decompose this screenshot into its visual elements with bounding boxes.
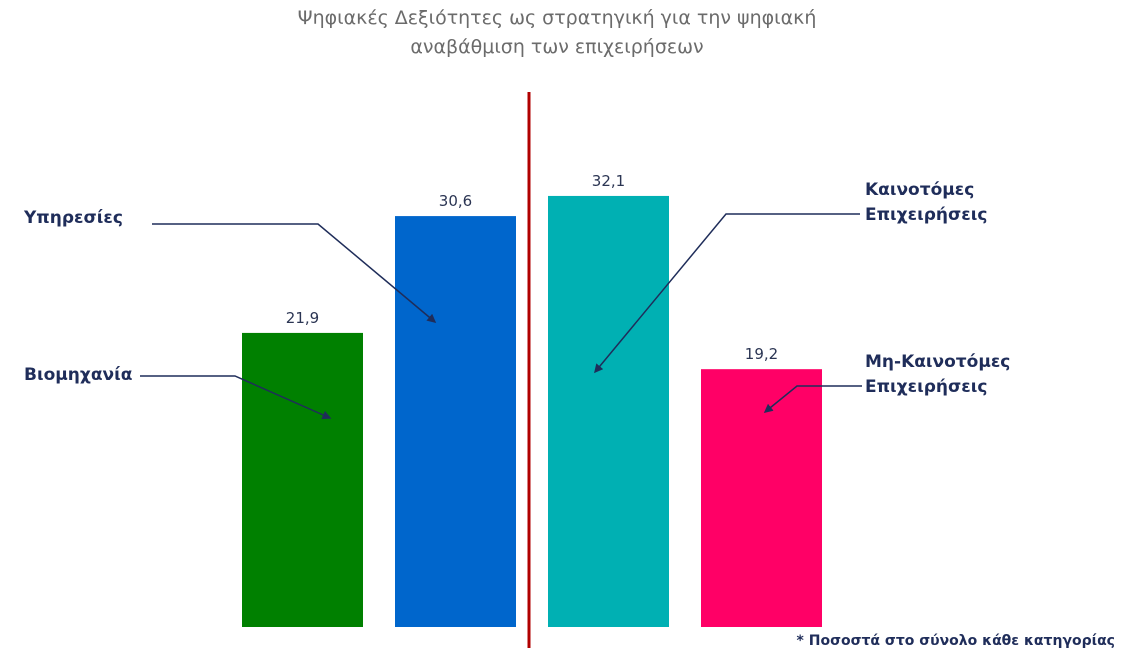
bar — [548, 195, 669, 627]
value-label: 30,6 — [438, 192, 473, 211]
category-label: Βιομηχανία — [24, 365, 133, 385]
footnote: * Ποσοστά στο σύνολο κάθε κατηγορίας — [796, 633, 1115, 649]
category-label: Υπηρεσίες — [24, 208, 123, 228]
category-label: Καινοτόμες Επιχειρήσεις — [865, 180, 988, 225]
value-label: 32,1 — [591, 171, 626, 190]
leader-line — [152, 223, 437, 323]
chart-title: Ψηφιακές Δεξιότητες ως στρατηγική για τη… — [297, 7, 817, 58]
leader-line — [594, 213, 860, 374]
leader-line — [763, 385, 862, 413]
value-label: 19,2 — [744, 345, 779, 364]
bar — [242, 332, 363, 627]
bar — [395, 216, 516, 628]
leader-line — [140, 375, 332, 420]
category-label: Μη-Καινοτόμες Επιχειρήσεις — [865, 352, 1011, 397]
bar — [701, 369, 822, 627]
value-label: 21,9 — [285, 308, 320, 327]
